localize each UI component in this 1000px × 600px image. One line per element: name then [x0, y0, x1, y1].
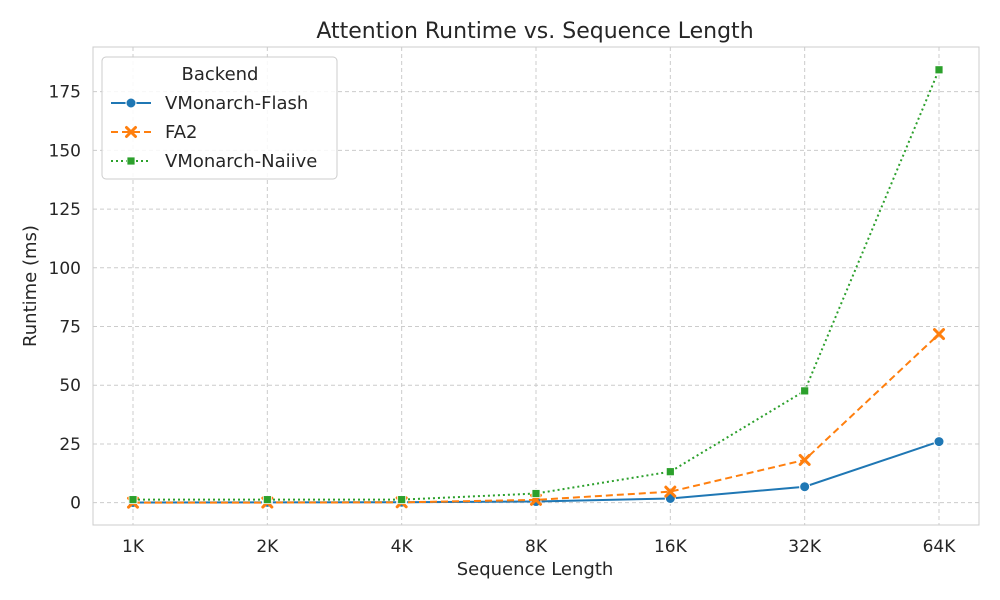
x-tick-label: 16K — [654, 537, 688, 557]
x-axis-title: Sequence Length — [457, 559, 614, 580]
x-tick-labels: 1K 2K 4K 8K 16K 32K 64K — [122, 537, 956, 557]
y-tick-label: 0 — [70, 494, 81, 514]
legend-box — [101, 56, 338, 180]
data-point — [933, 436, 945, 448]
y-tick-label: 25 — [59, 435, 81, 455]
data-point — [798, 453, 811, 466]
y-tick-label: 100 — [49, 259, 81, 279]
data-point — [262, 495, 272, 505]
data-point — [664, 485, 677, 498]
legend-marker — [126, 156, 136, 166]
legend-marker — [125, 126, 137, 138]
data-point — [665, 467, 675, 477]
series-vmonarch-naiive — [128, 65, 944, 505]
plot-area-frame — [92, 46, 980, 526]
legend-item: VMonarch-Flash — [111, 93, 308, 114]
data-point — [397, 495, 407, 505]
legend-item: VMonarch-Naiive — [111, 151, 317, 172]
y-tick-labels: 0 25 50 75 100 125 150 175 — [49, 83, 81, 514]
y-tick-label: 75 — [59, 318, 81, 338]
data-point — [800, 386, 810, 396]
y-tick-label: 50 — [59, 376, 81, 396]
y-axis-title: Runtime (ms) — [20, 225, 41, 347]
x-tick-label: 64K — [923, 537, 957, 557]
legend-label: VMonarch-Naiive — [165, 151, 317, 172]
data-point — [933, 328, 945, 341]
legend-item: FA2 — [111, 122, 197, 143]
legend-label: FA2 — [165, 122, 197, 143]
data-point — [531, 489, 541, 498]
data-point — [799, 481, 811, 493]
x-tick-label: 32K — [788, 537, 822, 557]
legend: Backend VMonarch-Flash FA2 VMonarch-Naiive — [101, 56, 338, 180]
x-tick-label: 2K — [256, 537, 279, 557]
legend-marker — [125, 97, 137, 109]
y-tick-label: 125 — [49, 200, 81, 220]
y-tick-label: 175 — [49, 83, 81, 103]
series-group — [127, 65, 945, 509]
data-point — [934, 65, 944, 75]
y-tick-label: 150 — [49, 141, 81, 161]
data-point — [128, 495, 138, 505]
legend-label: VMonarch-Flash — [165, 93, 308, 114]
legend-title: Backend — [182, 64, 259, 85]
chart-title: Attention Runtime vs. Sequence Length — [316, 19, 753, 44]
x-tick-label: 8K — [525, 537, 548, 557]
x-tick-label: 1K — [122, 537, 145, 557]
x-tick-label: 4K — [391, 537, 414, 557]
